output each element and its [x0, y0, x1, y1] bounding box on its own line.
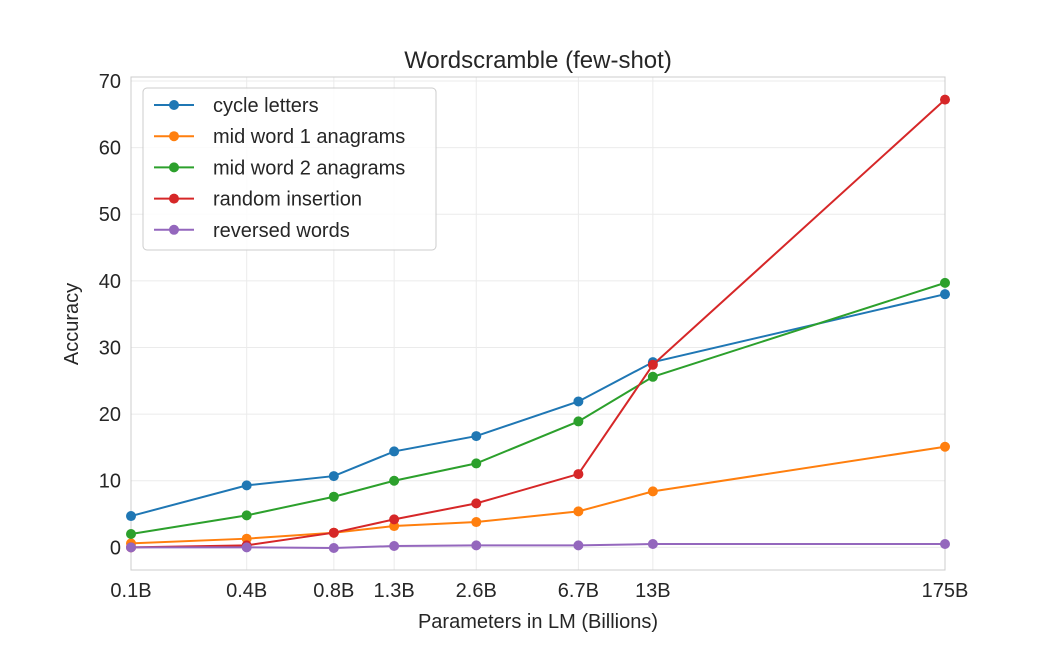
data-point — [241, 480, 252, 491]
series-line — [131, 543, 945, 550]
series-mid-word-2-anagrams — [126, 277, 950, 540]
y-tick-label: 50 — [99, 204, 121, 226]
series-line — [130, 281, 946, 536]
data-point — [126, 542, 136, 553]
x-tick-label: 175B — [922, 580, 969, 602]
chart-title: Wordscramble (few-shot) — [404, 47, 672, 74]
legend-marker — [169, 131, 179, 142]
data-point — [940, 441, 950, 452]
x-tick-label: 6.7B — [558, 580, 599, 602]
data-point — [647, 539, 658, 550]
data-point — [471, 498, 482, 509]
y-tick-label: 40 — [99, 271, 121, 293]
series-cycle-letters — [126, 289, 950, 522]
y-axis-label: Accuracy — [61, 283, 83, 365]
grid — [130, 77, 946, 570]
y-tick-label: 10 — [99, 471, 121, 493]
data-point — [328, 527, 339, 538]
y-tick-label: 0 — [110, 537, 121, 559]
data-point — [940, 289, 950, 300]
y-tick-label: 60 — [99, 138, 121, 160]
series-line — [130, 445, 946, 545]
data-point — [389, 514, 400, 525]
data-point — [647, 371, 658, 382]
legend-item: mid word 2 anagrams — [154, 157, 405, 179]
x-tick-label: 2.6B — [456, 580, 497, 602]
legend-item: random insertion — [154, 189, 362, 211]
legend-label: cycle letters — [213, 95, 319, 117]
data-point — [940, 94, 950, 105]
series-reversed-words — [126, 539, 950, 554]
data-point — [389, 541, 400, 552]
legend-marker — [169, 100, 179, 110]
series-line — [130, 293, 946, 518]
data-point — [573, 396, 584, 407]
data-point — [328, 471, 339, 482]
legend-item: mid word 1 anagrams — [154, 126, 405, 148]
y-ticks: 0 10 20 30 40 50 60 70 — [99, 71, 121, 559]
data-point — [471, 540, 482, 551]
x-ticks: 0.1B 0.4B 0.8B 1.3B 2.6B 6.7B 13B 175B — [110, 580, 968, 602]
plot-frame — [130, 76, 946, 571]
legend-item: reversed words — [154, 220, 350, 242]
data-point — [241, 510, 252, 521]
legend-label: mid word 1 anagrams — [213, 126, 405, 148]
data-point — [573, 469, 584, 480]
x-axis-label: Parameters in LM (Billions) — [418, 611, 658, 633]
legend-label: mid word 2 anagrams — [213, 157, 405, 179]
data-point — [241, 542, 252, 553]
data-point — [389, 446, 400, 457]
data-point — [126, 511, 136, 522]
data-point — [573, 540, 584, 551]
data-point — [328, 491, 339, 502]
x-tick-label: 0.8B — [313, 580, 354, 602]
series-lines — [126, 94, 950, 554]
series-mid-word-1-anagrams — [126, 441, 950, 549]
data-point — [471, 517, 482, 528]
y-tick-label: 30 — [99, 337, 121, 359]
legend: cycle letters mid word 1 anagrams mid word… — [142, 87, 437, 251]
legend-label: reversed words — [213, 220, 350, 242]
legend-marker — [169, 162, 179, 173]
legend-marker — [169, 224, 179, 235]
data-point — [389, 475, 400, 486]
data-point — [573, 506, 584, 517]
data-point — [573, 416, 584, 427]
x-tick-label: 0.1B — [110, 580, 151, 602]
data-point — [471, 458, 482, 469]
series-line — [130, 98, 946, 549]
x-tick-label: 1.3B — [374, 580, 415, 602]
legend-marker — [169, 193, 179, 204]
data-point — [647, 359, 658, 370]
x-tick-label: 13B — [635, 580, 671, 602]
y-tick-label: 70 — [99, 71, 121, 93]
data-point — [940, 277, 950, 288]
legend-item: cycle letters — [154, 95, 319, 117]
data-point — [940, 539, 950, 550]
data-point — [647, 486, 658, 497]
x-tick-label: 0.4B — [226, 580, 267, 602]
legend-box — [142, 87, 437, 251]
data-point — [471, 431, 482, 442]
y-tick-label: 20 — [99, 404, 121, 426]
legend-label: random insertion — [213, 189, 362, 211]
data-point — [126, 529, 136, 540]
data-point — [328, 543, 339, 554]
